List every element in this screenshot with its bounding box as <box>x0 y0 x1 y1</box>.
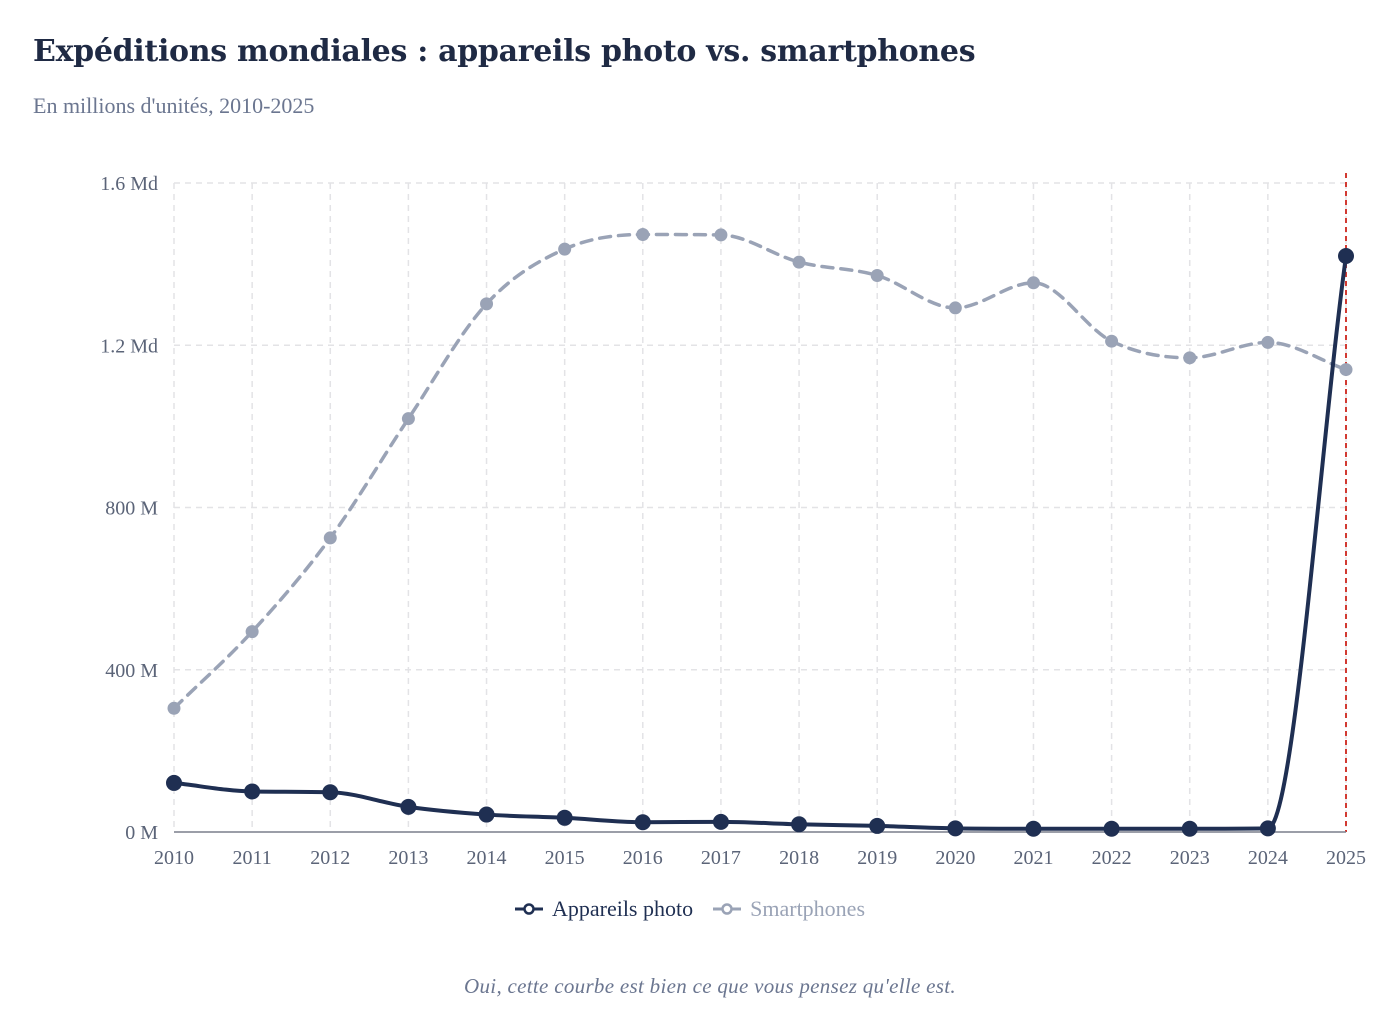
x-tick-label: 2010 <box>154 847 194 869</box>
x-tick-label: 2015 <box>545 847 585 869</box>
point-smartphones-2022 <box>1105 334 1119 348</box>
series-layer <box>172 232 1348 831</box>
point-smartphones-2019 <box>870 268 884 282</box>
point-cameras-2012 <box>322 784 339 801</box>
legend-cameras-label: Appareils photo <box>551 896 694 921</box>
y-tick-label: 1.6 Md <box>100 173 158 195</box>
point-cameras-2010 <box>166 774 182 791</box>
x-tick-label: 2023 <box>1170 847 1210 869</box>
point-cameras-2023 <box>1181 820 1198 837</box>
point-smartphones-2011 <box>245 625 259 639</box>
point-smartphones-2017 <box>714 228 728 242</box>
x-tick-label: 2020 <box>935 847 975 869</box>
point-smartphones-2024 <box>1261 335 1275 349</box>
point-cameras-2017 <box>712 813 729 830</box>
point-smartphones-2015 <box>558 242 572 256</box>
series-line-cameras <box>172 254 1348 831</box>
point-smartphones-2020 <box>948 301 962 315</box>
point-cameras-2022 <box>1103 820 1120 837</box>
legend-item-cameras[interactable]: Appareils photo <box>514 896 694 922</box>
point-smartphones-2025 <box>1339 363 1353 377</box>
x-tick-label: 2012 <box>310 847 350 869</box>
x-tick-label: 2017 <box>701 847 741 869</box>
point-cameras-2013 <box>400 798 417 815</box>
x-tick-label: 2024 <box>1248 847 1288 869</box>
point-smartphones-2014 <box>480 297 494 311</box>
legend-cameras-swatch-icon <box>514 903 543 915</box>
point-cameras-2020 <box>947 820 964 837</box>
point-smartphones-2016 <box>636 228 650 242</box>
legend-smartphones-swatch-icon <box>713 903 742 915</box>
x-tick-label: 2022 <box>1092 847 1132 869</box>
y-tick-label: 0 M <box>125 822 158 844</box>
point-cameras-2018 <box>791 816 808 833</box>
legend-smartphones-label: Smartphones <box>750 896 866 921</box>
point-cameras-2019 <box>869 817 886 834</box>
points-layer <box>166 228 1354 837</box>
chart-subtitle: En millions d'unités, 2010-2025 <box>33 93 315 118</box>
point-cameras-2014 <box>478 806 495 823</box>
y-tick-label: 400 M <box>105 660 158 682</box>
legend-item-smartphones[interactable]: Smartphones <box>713 896 865 922</box>
point-smartphones-2023 <box>1183 351 1197 365</box>
x-tick-label: 2021 <box>1013 847 1053 869</box>
point-smartphones-2010 <box>167 701 181 715</box>
x-tick-label: 2019 <box>857 847 897 869</box>
label-layer: 0 M 400 M 800 M 1.2 Md 1.6 Md 2010 2011 2012 201… <box>100 173 1366 869</box>
y-tick-label: 800 M <box>105 498 158 520</box>
x-tick-label: 2018 <box>779 847 819 869</box>
point-cameras-2024 <box>1259 820 1276 837</box>
point-smartphones-2013 <box>401 412 415 426</box>
x-tick-label: 2025 <box>1326 847 1366 869</box>
y-tick-label: 1.2 Md <box>100 335 158 357</box>
point-cameras-2015 <box>556 809 573 826</box>
x-tick-label: 2014 <box>467 847 507 869</box>
x-tick-label: 2011 <box>233 847 272 869</box>
x-tick-label: 2013 <box>388 847 428 869</box>
legend: Appareils photo Smartphones <box>0 896 1380 922</box>
point-cameras-2011 <box>244 783 261 800</box>
point-smartphones-2018 <box>792 255 806 269</box>
point-cameras-2021 <box>1025 820 1042 837</box>
point-smartphones-2021 <box>1026 276 1040 290</box>
chart-title: Expéditions mondiales : appareils photo … <box>33 34 976 69</box>
series-line-smartphones <box>172 232 1348 711</box>
point-cameras-2025 <box>1338 248 1354 265</box>
x-tick-label: 2016 <box>623 847 663 869</box>
point-smartphones-2012 <box>323 531 337 545</box>
point-cameras-2016 <box>634 814 651 831</box>
footnote: Oui, cette courbe est bien ce que vous p… <box>464 974 956 998</box>
